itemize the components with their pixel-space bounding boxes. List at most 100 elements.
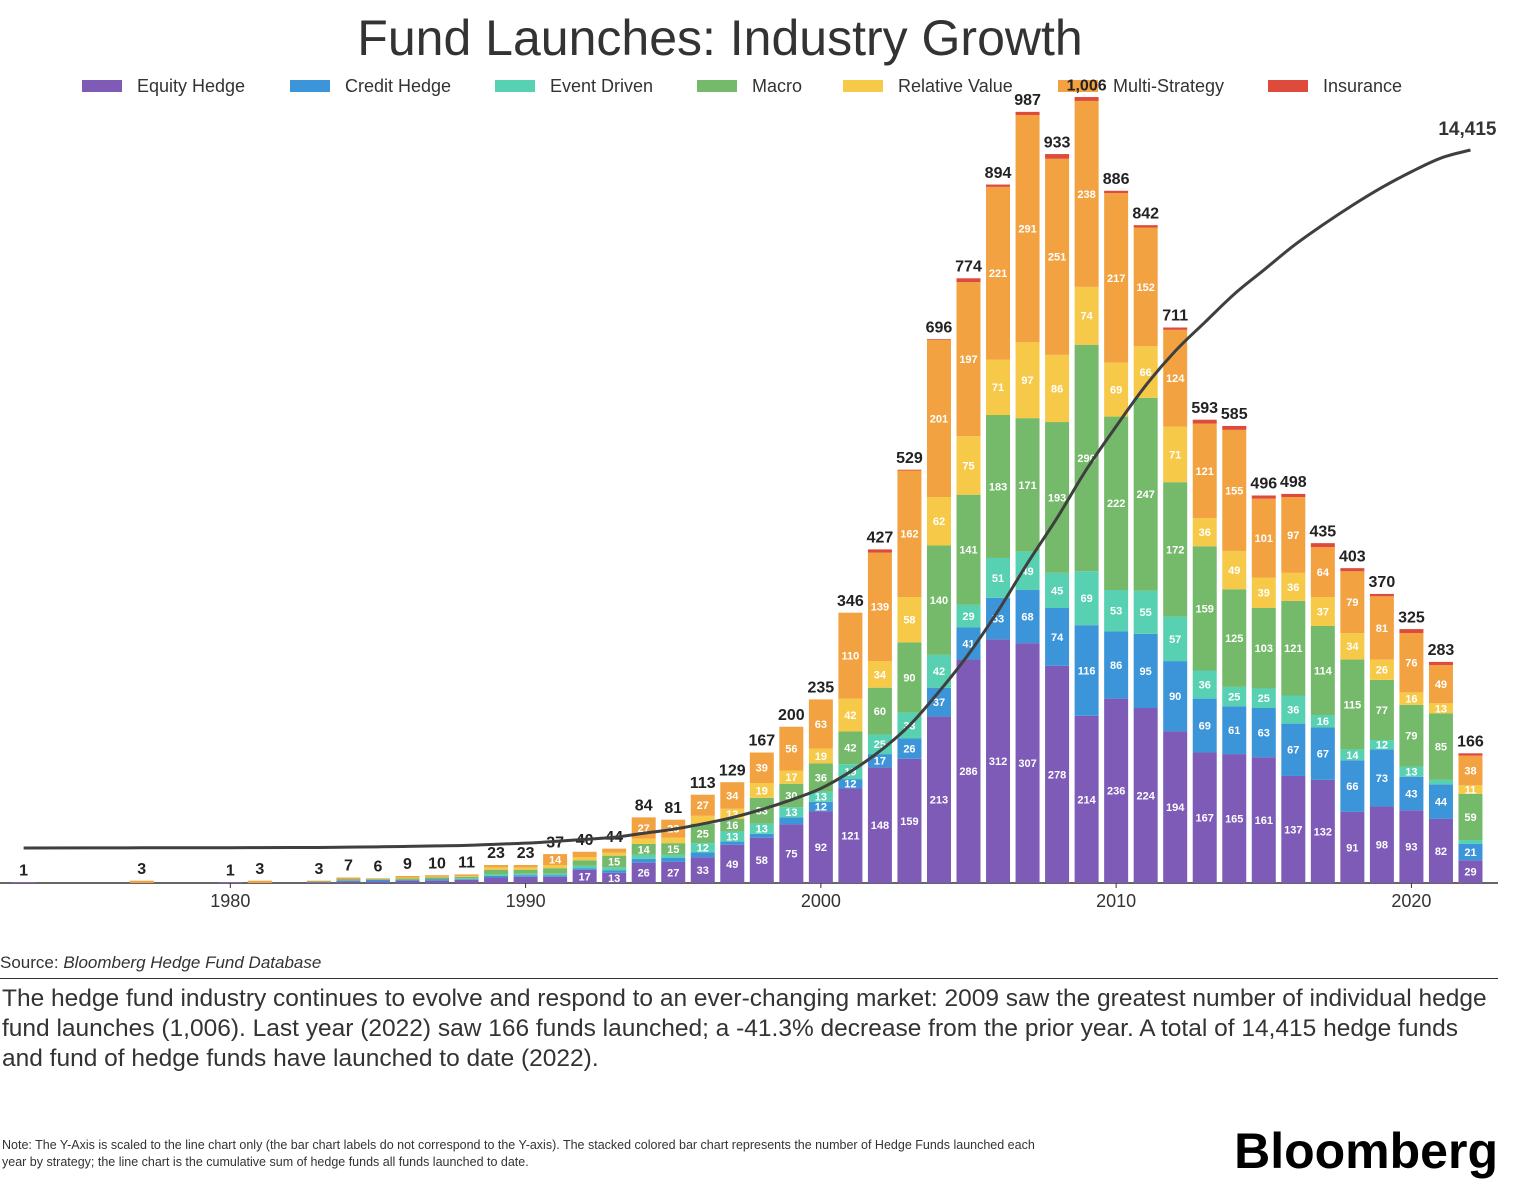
segment-label: 125	[1225, 633, 1243, 645]
segment-label: 12	[844, 779, 856, 791]
bar-segment	[1428, 713, 1453, 780]
bar-segment	[336, 877, 361, 880]
bar-segment	[336, 881, 361, 883]
segment-label: 90	[903, 672, 915, 684]
bar-segment	[661, 843, 686, 855]
bar-segment	[454, 879, 479, 880]
bar-segment	[425, 879, 450, 881]
bar-segment	[749, 782, 774, 798]
segment-label: 214	[1077, 794, 1096, 806]
chart: Fund Launches: Industry Growth Equity He…	[0, 10, 1498, 911]
bar-segment	[484, 869, 509, 875]
bar-segment	[1310, 547, 1335, 598]
segment-label: 197	[959, 354, 977, 366]
segment-label: 44	[1435, 797, 1448, 809]
bar-segment	[1133, 707, 1158, 883]
total-label: 3	[255, 861, 264, 878]
bar-segment	[779, 770, 804, 784]
segment-label: 53	[1110, 606, 1122, 618]
total-label: 427	[867, 530, 894, 547]
bar-segment	[513, 875, 538, 877]
segment-label: 103	[1255, 643, 1273, 655]
bar-segment	[365, 881, 390, 883]
bar-segment	[1074, 97, 1099, 101]
bar-segment	[1222, 686, 1247, 707]
bar-segment	[1369, 679, 1394, 741]
bar-segment	[1074, 571, 1099, 626]
bar-segment	[867, 549, 892, 553]
bar-segment	[543, 873, 568, 876]
bar-segment	[1399, 632, 1424, 693]
legend-swatch	[290, 80, 330, 92]
bar-segment	[1310, 779, 1335, 883]
bar-segment	[1458, 843, 1483, 861]
bar-segment	[1428, 703, 1453, 714]
segment-label: 36	[1199, 679, 1211, 691]
bar-segment	[1458, 860, 1483, 883]
bar-segment	[454, 879, 479, 883]
segment-label: 29	[1464, 867, 1476, 879]
bar-segment	[1104, 631, 1129, 699]
total-label: 10	[428, 855, 446, 872]
segment-label: 79	[1346, 597, 1358, 609]
segment-label: 21	[1464, 847, 1476, 859]
legend-label: Relative Value	[898, 76, 1013, 96]
bar-segment	[1104, 416, 1129, 591]
bar-segment	[1163, 661, 1188, 732]
segment-label: 74	[1080, 311, 1093, 323]
total-label: 9	[403, 856, 412, 873]
segment-label: 34	[1346, 641, 1359, 653]
bar-segment	[1281, 775, 1306, 883]
segment-label: 82	[1435, 846, 1447, 858]
bar-segment	[1045, 572, 1070, 608]
bar-segment	[1399, 776, 1424, 811]
bar-segment	[365, 878, 390, 880]
segment-label: 57	[1169, 634, 1181, 646]
bar-segment	[838, 788, 863, 883]
bar-segment	[867, 687, 892, 735]
bar-segment	[808, 801, 833, 812]
bar-segment	[602, 867, 627, 871]
segment-label: 95	[1140, 666, 1152, 678]
segment-label: 224	[1136, 790, 1155, 802]
bar-segment	[1310, 715, 1335, 728]
segment-label: 286	[959, 766, 977, 778]
segment-label: 26	[1376, 665, 1388, 677]
bar-segment	[129, 880, 154, 883]
brand-logo: Bloomberg	[1234, 1123, 1498, 1179]
total-label: 585	[1221, 406, 1248, 423]
bar-segment	[247, 880, 272, 883]
bar-segment	[690, 852, 715, 858]
segment-label: 167	[1196, 813, 1214, 825]
bar-segment	[1074, 286, 1099, 345]
bar-segment	[986, 415, 1011, 558]
bar-segment	[572, 868, 597, 870]
bar-segment	[572, 857, 597, 861]
segment-label: 13	[726, 831, 738, 843]
bar-segment	[572, 865, 597, 869]
bar-segment	[897, 470, 922, 598]
bar-segment	[1340, 659, 1365, 750]
chart-title: Fund Launches: Industry Growth	[357, 10, 1082, 66]
segment-label: 16	[726, 820, 738, 832]
segment-label: 14	[638, 844, 651, 856]
segment-label: 86	[1110, 660, 1122, 672]
bar-segment	[749, 752, 774, 783]
bar-segment	[720, 818, 745, 832]
bar-segment	[1015, 643, 1040, 883]
bar-segment	[897, 597, 922, 643]
total-label: 529	[896, 450, 923, 467]
segment-label: 34	[726, 790, 739, 802]
bar-segment	[1192, 419, 1217, 424]
bar-segment	[484, 865, 509, 868]
segment-label: 63	[815, 719, 827, 731]
bar-segment	[1369, 806, 1394, 883]
segment-label: 76	[1405, 658, 1417, 670]
segment-label: 201	[930, 413, 948, 425]
bar-segment	[1015, 590, 1040, 644]
legend-label: Macro	[752, 76, 802, 96]
bar-segment	[808, 811, 833, 883]
legend-swatch	[843, 80, 883, 92]
bar-segment	[779, 726, 804, 771]
bar-segment	[425, 880, 450, 883]
